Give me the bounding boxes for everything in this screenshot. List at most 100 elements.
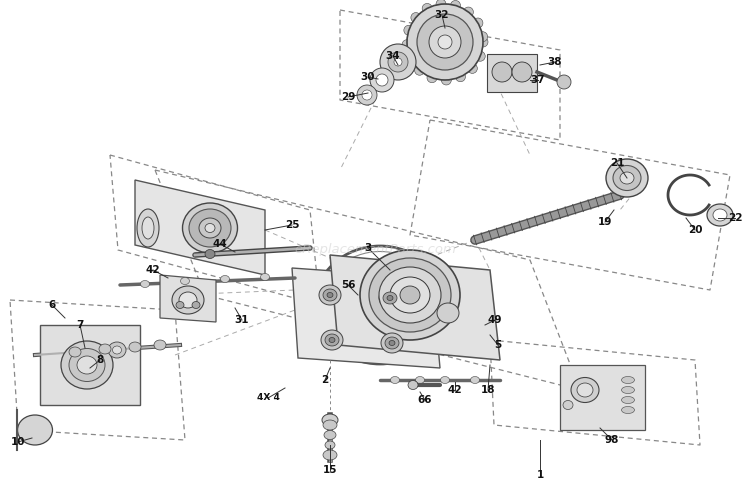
Polygon shape xyxy=(560,365,645,430)
Text: 15: 15 xyxy=(322,465,338,475)
Ellipse shape xyxy=(199,218,221,238)
Circle shape xyxy=(407,4,483,80)
Text: 20: 20 xyxy=(688,225,702,235)
Circle shape xyxy=(394,58,402,66)
Polygon shape xyxy=(40,325,140,405)
Ellipse shape xyxy=(379,267,441,323)
Circle shape xyxy=(380,44,416,80)
Text: 32: 32 xyxy=(435,10,449,20)
Ellipse shape xyxy=(205,224,215,232)
Circle shape xyxy=(406,54,416,64)
Polygon shape xyxy=(160,275,216,322)
Circle shape xyxy=(388,52,408,72)
Circle shape xyxy=(427,73,437,83)
Ellipse shape xyxy=(571,377,599,402)
Ellipse shape xyxy=(322,414,338,426)
Text: 49: 49 xyxy=(488,315,502,325)
Ellipse shape xyxy=(383,292,397,304)
Circle shape xyxy=(376,74,388,86)
Ellipse shape xyxy=(622,396,634,404)
Polygon shape xyxy=(487,54,537,92)
Ellipse shape xyxy=(142,217,154,239)
Text: 34: 34 xyxy=(386,51,400,61)
Circle shape xyxy=(402,39,412,50)
Ellipse shape xyxy=(470,376,479,383)
Ellipse shape xyxy=(69,349,105,381)
Ellipse shape xyxy=(707,204,733,226)
Ellipse shape xyxy=(400,286,420,304)
Ellipse shape xyxy=(321,330,343,350)
Ellipse shape xyxy=(613,166,641,190)
Text: 2: 2 xyxy=(321,375,328,385)
Ellipse shape xyxy=(17,415,53,445)
Circle shape xyxy=(455,72,466,82)
Text: 44: 44 xyxy=(213,239,227,249)
Ellipse shape xyxy=(179,292,197,308)
Ellipse shape xyxy=(69,347,81,357)
Ellipse shape xyxy=(327,293,333,298)
Ellipse shape xyxy=(390,277,430,313)
Polygon shape xyxy=(330,255,500,360)
Text: 8: 8 xyxy=(96,355,104,365)
Ellipse shape xyxy=(440,376,449,383)
Ellipse shape xyxy=(622,407,634,413)
Text: 30: 30 xyxy=(361,72,375,82)
Polygon shape xyxy=(292,268,440,368)
Circle shape xyxy=(478,37,488,47)
Text: 31: 31 xyxy=(235,315,249,325)
Text: 56: 56 xyxy=(340,280,356,290)
Ellipse shape xyxy=(154,340,166,350)
Circle shape xyxy=(429,26,461,58)
Circle shape xyxy=(441,75,452,85)
Ellipse shape xyxy=(416,376,424,383)
Circle shape xyxy=(438,35,452,49)
Ellipse shape xyxy=(182,203,238,253)
Text: 6: 6 xyxy=(48,300,56,310)
Circle shape xyxy=(476,51,485,61)
Text: 4X 4: 4X 4 xyxy=(256,393,280,402)
Ellipse shape xyxy=(437,303,459,323)
Text: 1: 1 xyxy=(536,470,544,480)
Text: 42: 42 xyxy=(146,265,160,275)
Ellipse shape xyxy=(319,285,341,305)
Ellipse shape xyxy=(713,209,727,221)
Ellipse shape xyxy=(140,281,149,287)
Circle shape xyxy=(370,68,394,92)
Circle shape xyxy=(422,3,432,14)
Ellipse shape xyxy=(408,380,418,390)
Ellipse shape xyxy=(77,356,97,374)
Text: 3: 3 xyxy=(364,243,372,253)
Ellipse shape xyxy=(192,301,200,308)
Text: 22: 22 xyxy=(728,213,742,223)
Ellipse shape xyxy=(323,420,337,430)
Text: 66: 66 xyxy=(418,395,432,405)
Circle shape xyxy=(451,0,460,11)
Text: 37: 37 xyxy=(531,75,545,85)
Text: 5: 5 xyxy=(494,340,502,350)
Text: 19: 19 xyxy=(598,217,612,227)
Ellipse shape xyxy=(389,340,395,345)
Text: 42: 42 xyxy=(448,385,462,395)
Text: 21: 21 xyxy=(610,158,624,168)
Circle shape xyxy=(411,13,421,22)
Circle shape xyxy=(436,0,446,9)
Ellipse shape xyxy=(99,344,111,354)
Circle shape xyxy=(415,65,424,75)
Ellipse shape xyxy=(391,376,400,383)
Ellipse shape xyxy=(622,376,634,383)
Circle shape xyxy=(362,90,372,100)
Circle shape xyxy=(478,32,488,42)
Ellipse shape xyxy=(622,387,634,393)
Text: 10: 10 xyxy=(10,437,26,447)
Ellipse shape xyxy=(369,258,451,332)
Circle shape xyxy=(467,63,477,74)
Ellipse shape xyxy=(323,289,337,301)
Text: 25: 25 xyxy=(285,220,299,230)
Ellipse shape xyxy=(325,441,335,449)
Ellipse shape xyxy=(385,337,399,349)
Ellipse shape xyxy=(260,274,269,281)
Circle shape xyxy=(417,14,473,70)
Ellipse shape xyxy=(329,337,335,342)
Circle shape xyxy=(357,85,377,105)
Text: 98: 98 xyxy=(604,435,619,445)
